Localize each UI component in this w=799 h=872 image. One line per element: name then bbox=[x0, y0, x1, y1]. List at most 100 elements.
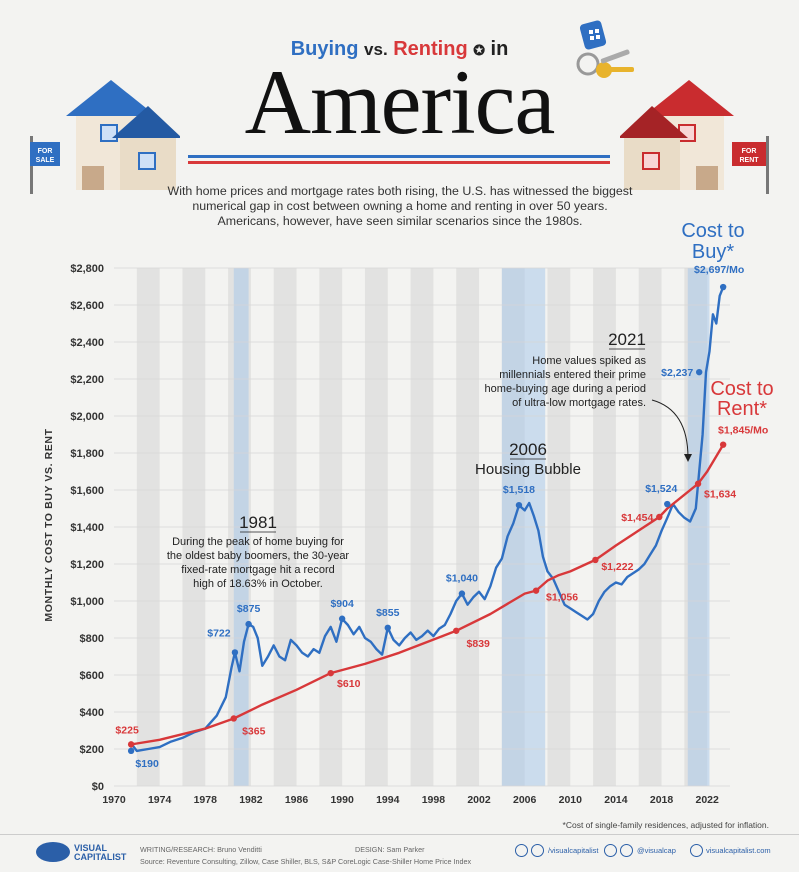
data-labels: $190 $722 $875 $904 $855 $1,040 $1,518 $1,524 $2… bbox=[115, 264, 768, 770]
y-tick-label: $1,000 bbox=[70, 596, 104, 608]
annotation-text: the oldest baby boomers, the 30-year bbox=[167, 550, 350, 562]
annotation-year: 1981 bbox=[239, 513, 277, 532]
y-tick-label: $0 bbox=[92, 781, 104, 793]
y-tick-label: $1,400 bbox=[70, 522, 104, 534]
rent-data-label: $1,222 bbox=[601, 561, 633, 573]
x-tick-label: 1990 bbox=[330, 794, 354, 806]
annotation-text: high of 18.63% in October. bbox=[193, 578, 323, 590]
instagram-icon[interactable] bbox=[620, 844, 633, 857]
website-link[interactable]: visualcapitalist.com bbox=[706, 846, 771, 855]
footnote: *Cost of single-family residences, adjus… bbox=[562, 820, 769, 830]
svg-text:FOR: FOR bbox=[38, 148, 53, 155]
x-axis-ticks: 1970 1974 1978 1982 1986 1990 1994 1998 2002 2006… bbox=[102, 794, 719, 806]
buy-data-label: $2,697/Mo bbox=[694, 264, 744, 276]
social-handle-2[interactable]: @visualcap bbox=[637, 846, 676, 855]
buy-series-title: Cost to bbox=[681, 220, 744, 242]
brand-line1: VISUAL bbox=[74, 843, 108, 853]
rent-data-label: $1,634 bbox=[704, 489, 736, 501]
buy-data-label: $722 bbox=[207, 627, 231, 639]
annotation-text: During the peak of home buying for bbox=[172, 536, 344, 548]
buy-point bbox=[719, 283, 727, 291]
star-icon: ✪ bbox=[473, 42, 485, 58]
subtitle: With home prices and mortgage rates both… bbox=[167, 184, 633, 228]
kicker-in: in bbox=[490, 38, 509, 60]
buy-data-label: $1,040 bbox=[446, 573, 478, 585]
rent-point bbox=[694, 480, 702, 487]
y-axis-label: MONTHLY COST TO BUY VS. RENT bbox=[43, 428, 55, 621]
visual-capitalist-logo-icon bbox=[36, 842, 70, 862]
buy-data-label: $904 bbox=[330, 598, 354, 610]
x-tick-label: 1998 bbox=[422, 794, 446, 806]
buy-point bbox=[127, 747, 135, 755]
series-points bbox=[127, 283, 727, 755]
x-tick-label: 1978 bbox=[194, 794, 218, 806]
y-tick-label: $800 bbox=[80, 633, 104, 645]
rent-point bbox=[127, 741, 135, 748]
y-tick-label: $1,800 bbox=[70, 448, 104, 460]
design-credit: DESIGN: Sam Parker bbox=[355, 845, 425, 854]
buy-data-label: $875 bbox=[237, 603, 261, 615]
rent-series-title: Cost to bbox=[710, 378, 773, 400]
buy-data-label: $2,237 bbox=[661, 367, 693, 379]
svg-text:RENT: RENT bbox=[739, 157, 759, 164]
rent-point bbox=[453, 627, 460, 634]
kicker-buying: Buying bbox=[290, 38, 359, 60]
rent-data-label: $839 bbox=[467, 638, 491, 650]
title-rule-red bbox=[188, 161, 610, 164]
footer-divider bbox=[0, 834, 799, 835]
buy-data-label: $190 bbox=[135, 758, 159, 770]
y-tick-label: $200 bbox=[80, 744, 104, 756]
annotation-text: millennials entered their prime bbox=[499, 369, 646, 381]
title-rule-blue bbox=[188, 155, 610, 158]
buy-line bbox=[130, 286, 725, 753]
y-tick-label: $400 bbox=[80, 707, 104, 719]
y-tick-label: $600 bbox=[80, 670, 104, 682]
buy-series-title: Buy* bbox=[692, 241, 734, 263]
annotation-text: Home values spiked as bbox=[532, 355, 646, 367]
annotation-text: home-buying age during a period bbox=[485, 383, 646, 395]
annotation-text: Housing Bubble bbox=[475, 461, 581, 478]
brand-name: VISUAL CAPITALIST bbox=[74, 844, 126, 862]
x-tick-label: 1986 bbox=[285, 794, 309, 806]
annotation-year: 2021 bbox=[608, 330, 646, 349]
annotation-text: fixed-rate mortgage hit a record bbox=[181, 564, 334, 576]
y-tick-label: $1,200 bbox=[70, 559, 104, 571]
buy-point bbox=[458, 590, 466, 597]
keys-icon bbox=[576, 20, 634, 78]
rent-point bbox=[230, 715, 237, 722]
house-for-sale-icon: FOR SALE bbox=[30, 80, 180, 194]
facebook-icon[interactable] bbox=[515, 844, 528, 857]
annotation-arrowhead bbox=[684, 454, 692, 462]
rent-data-label: $1,454 bbox=[621, 512, 653, 524]
rent-point bbox=[592, 556, 599, 564]
y-tick-label: $2,200 bbox=[70, 374, 104, 386]
main-title: America bbox=[244, 51, 556, 153]
kicker-vs: vs. bbox=[364, 40, 388, 59]
svg-text:SALE: SALE bbox=[36, 157, 55, 164]
x-tick-label: 1970 bbox=[102, 794, 126, 806]
writing-credit: WRITING/RESEARCH: Bruno Venditti bbox=[140, 845, 262, 854]
buy-point bbox=[664, 500, 671, 508]
x-tick-label: 2002 bbox=[467, 794, 491, 806]
buy-point bbox=[384, 624, 391, 632]
x-tick-label: 1982 bbox=[239, 794, 263, 806]
buy-data-label: $1,518 bbox=[503, 484, 535, 496]
linkedin-icon[interactable] bbox=[531, 844, 544, 857]
annotation-arrow bbox=[651, 399, 689, 459]
website-icon[interactable] bbox=[690, 844, 703, 857]
buy-point bbox=[231, 649, 239, 656]
buy-point bbox=[515, 501, 523, 509]
x-tick-label: 2006 bbox=[513, 794, 537, 806]
x-tick-label: 2022 bbox=[696, 794, 720, 806]
twitter-icon[interactable] bbox=[604, 844, 617, 857]
rent-point bbox=[656, 513, 663, 521]
rent-data-label: $365 bbox=[242, 725, 266, 737]
x-tick-label: 1994 bbox=[376, 794, 400, 806]
buy-point bbox=[696, 368, 703, 376]
social-handle-1[interactable]: /visualcapitalist bbox=[548, 846, 599, 855]
rent-point bbox=[719, 441, 727, 448]
svg-text:FOR: FOR bbox=[742, 148, 757, 155]
annotation-text: of ultra-low mortgage rates. bbox=[512, 397, 646, 409]
